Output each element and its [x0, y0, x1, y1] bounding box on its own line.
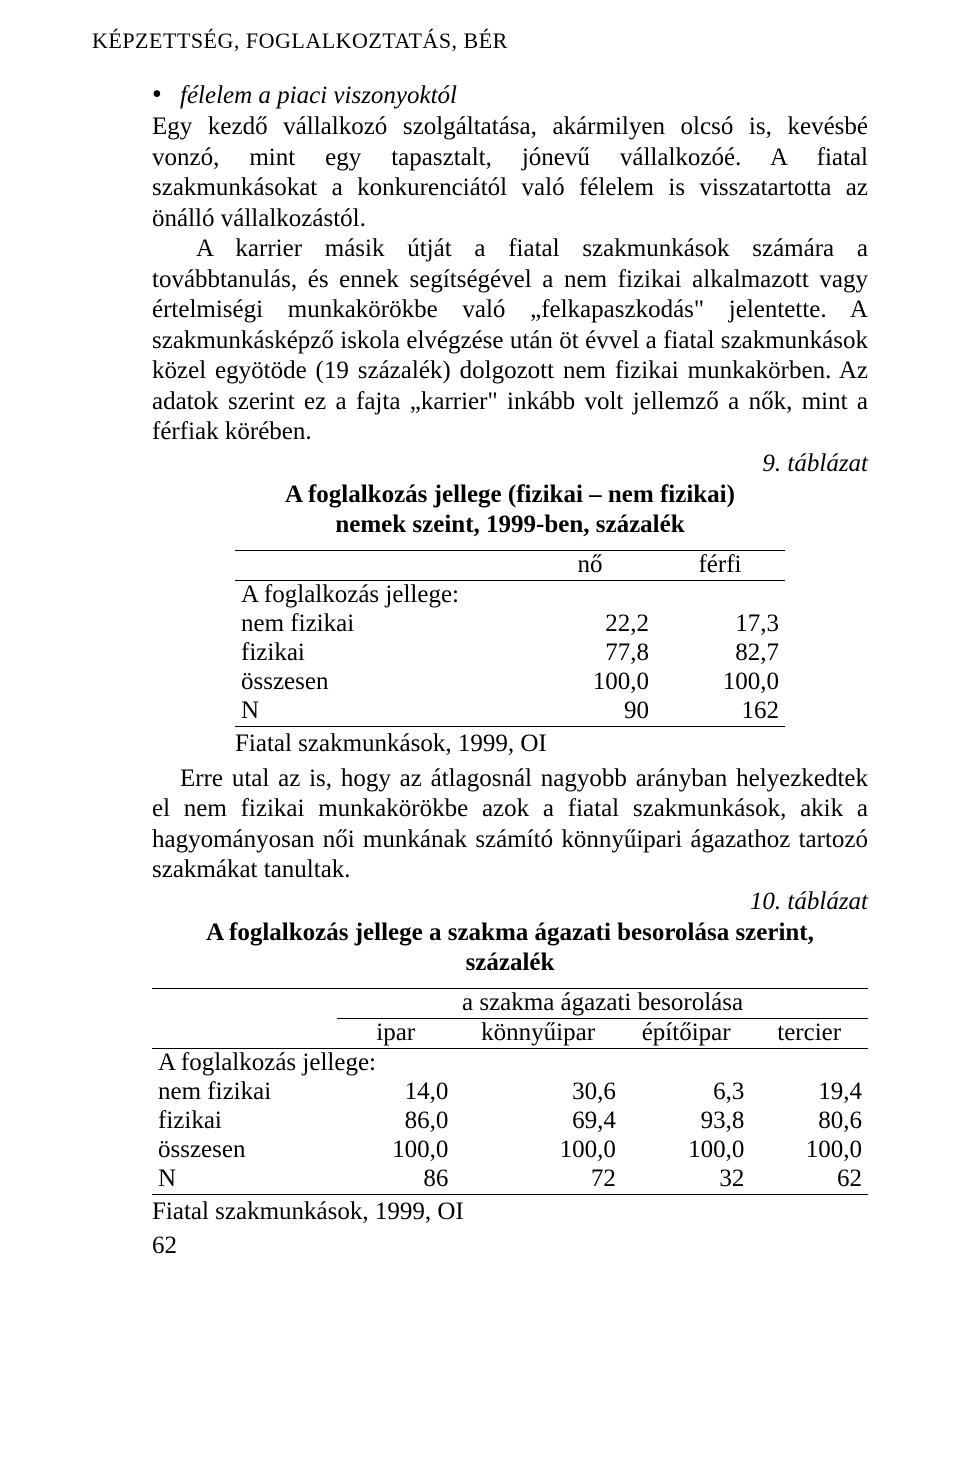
table-row: nem fizikai 22,2 17,3 — [235, 610, 785, 639]
t10-r1-c4: 80,6 — [750, 1107, 868, 1136]
table-row: fizikai 86,0 69,4 93,8 80,6 — [152, 1107, 868, 1136]
t10-r0-label: nem fizikai — [152, 1078, 337, 1107]
table-row: fizikai 77,8 82,7 — [235, 639, 785, 668]
t9-section-row: A foglalkozás jellege: — [235, 580, 785, 610]
t10-r0-c1: 14,0 — [337, 1078, 454, 1107]
t9-r2-c1: 100,0 — [525, 668, 655, 697]
t10-r2-label: összesen — [152, 1136, 337, 1165]
table-row: N 86 72 32 62 — [152, 1165, 868, 1195]
t10-r2-c1: 100,0 — [337, 1136, 454, 1165]
bullet-text: félelem a piaci viszonyoktól — [180, 82, 457, 110]
t10-r3-c4: 62 — [750, 1165, 868, 1195]
t10-r1-c2: 69,4 — [454, 1107, 622, 1136]
page: KÉPZETTSÉG, FOGLALKOZTATÁS, BÉR • félele… — [0, 0, 960, 1476]
page-number: 62 — [152, 1232, 868, 1260]
t9-r3-c1: 90 — [525, 697, 655, 727]
t9-section: A foglalkozás jellege: — [235, 580, 785, 610]
t10-section: A foglalkozás jellege: — [152, 1048, 868, 1078]
table-row: N 90 162 — [235, 697, 785, 727]
table-row: összesen 100,0 100,0 — [235, 668, 785, 697]
t10-superheader: a szakma ágazati besorolása — [337, 988, 868, 1018]
table10-title-l1: A foglalkozás jellege a szakma ágazati b… — [206, 919, 814, 946]
t9-r2-c2: 100,0 — [655, 668, 785, 697]
t10-h-c1: ipar — [337, 1018, 454, 1048]
t10-r1-label: fizikai — [152, 1107, 337, 1136]
t10-r0-c4: 19,4 — [750, 1078, 868, 1107]
bullet-glyph: • — [152, 82, 170, 107]
t10-h-c2: könnyűipar — [454, 1018, 622, 1048]
t10-r3-label: N — [152, 1165, 337, 1195]
table10: a szakma ágazati besorolása ipar könnyűi… — [152, 988, 868, 1195]
t9-caption-wrap: Fiatal szakmunkások, 1999, OI — [152, 727, 868, 764]
table9-title-l1: A foglalkozás jellege (fizikai – nem fiz… — [285, 481, 735, 508]
bullet-item: • félelem a piaci viszonyoktól — [152, 82, 868, 110]
p1-rest: A karrier másik útját a fiatal szakmunká… — [152, 235, 868, 445]
t10-r1-c3: 93,8 — [622, 1107, 750, 1136]
table10-number: 10. táblázat — [152, 888, 868, 916]
table10-title-l2: százalék — [466, 949, 555, 976]
t9-r1-label: fizikai — [235, 639, 525, 668]
p1-l1: Egy kezdő vállalkozó szolgáltatása, akár… — [152, 113, 772, 140]
table9-title: A foglalkozás jellege (fizikai – nem fiz… — [152, 480, 868, 540]
t10-superheader-row: a szakma ágazati besorolása — [152, 988, 868, 1018]
t9-r1-c2: 82,7 — [655, 639, 785, 668]
running-header: KÉPZETTSÉG, FOGLALKOZTATÁS, BÉR — [92, 28, 868, 54]
t10-r3-c1: 86 — [337, 1165, 454, 1195]
t9-r3-label: N — [235, 697, 525, 727]
p2-text: Erre utal az is, hogy az átlagosnál nagy… — [152, 764, 868, 886]
t9-r0-label: nem fizikai — [235, 610, 525, 639]
paragraph-1: Egy kezdő vállalkozó szolgáltatása, akár… — [152, 112, 868, 448]
paragraph-2: Erre utal az is, hogy az átlagosnál nagy… — [152, 764, 868, 886]
table-row: összesen 100,0 100,0 100,0 100,0 — [152, 1136, 868, 1165]
table9-number: 9. táblázat — [152, 450, 868, 478]
table10-title: A foglalkozás jellege a szakma ágazati b… — [152, 918, 868, 978]
table9: nő férfi A foglalkozás jellege: nem fizi… — [235, 550, 785, 727]
t10-r3-c3: 32 — [622, 1165, 750, 1195]
t10-header-row: ipar könnyűipar építőipar tercier — [152, 1018, 868, 1048]
t10-h-c3: építőipar — [622, 1018, 750, 1048]
t10-r0-c2: 30,6 — [454, 1078, 622, 1107]
t10-r2-c3: 100,0 — [622, 1136, 750, 1165]
table9-title-l2: nemek szeint, 1999-ben, százalék — [335, 511, 684, 538]
t10-r1-c1: 86,0 — [337, 1107, 454, 1136]
t10-r2-c2: 100,0 — [454, 1136, 622, 1165]
table-row: nem fizikai 14,0 30,6 6,3 19,4 — [152, 1078, 868, 1107]
t9-r2-label: összesen — [235, 668, 525, 697]
table10-wrap: a szakma ágazati besorolása ipar könnyűi… — [152, 988, 868, 1226]
t9-h-c1: nő — [525, 550, 655, 580]
table9-caption: Fiatal szakmunkások, 1999, OI — [235, 730, 785, 758]
t9-r0-c2: 17,3 — [655, 610, 785, 639]
t9-header-row: nő férfi — [235, 550, 785, 580]
t10-section-row: A foglalkozás jellege: — [152, 1048, 868, 1078]
t9-r3-c2: 162 — [655, 697, 785, 727]
table9-wrap: nő férfi A foglalkozás jellege: nem fizi… — [152, 550, 868, 727]
t9-h-c2: férfi — [655, 550, 785, 580]
t10-r3-c2: 72 — [454, 1165, 622, 1195]
t9-r1-c1: 77,8 — [525, 639, 655, 668]
table10-caption: Fiatal szakmunkások, 1999, OI — [152, 1198, 868, 1226]
t9-r0-c1: 22,2 — [525, 610, 655, 639]
t10-r2-c4: 100,0 — [750, 1136, 868, 1165]
t10-r0-c3: 6,3 — [622, 1078, 750, 1107]
t10-h-c4: tercier — [750, 1018, 868, 1048]
